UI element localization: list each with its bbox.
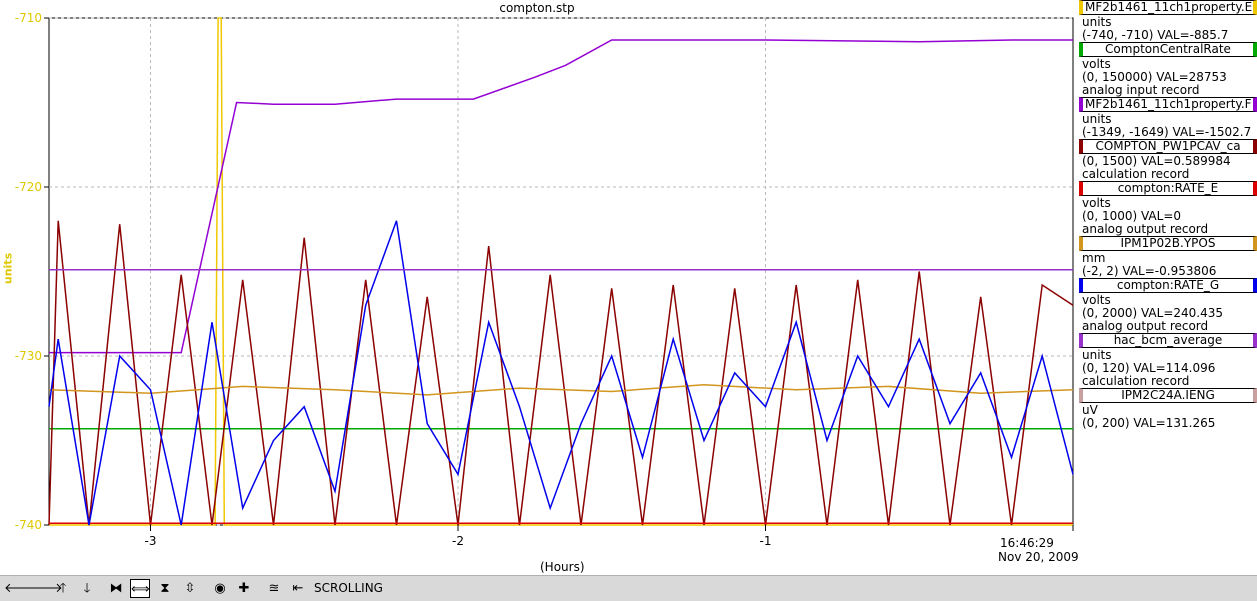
plot-frame <box>48 17 1074 526</box>
legend-units: volts <box>1082 57 1111 71</box>
legend-record-type: calculation record <box>1082 374 1190 388</box>
x-tick-label: -3 <box>144 534 156 548</box>
legend-units: units <box>1082 15 1112 29</box>
legend-entry[interactable]: IPM2C24A.IENG uV (0, 200) VAL=131.265 <box>1079 388 1257 430</box>
legend-range-value: (-2, 2) VAL=-0.953806 <box>1082 264 1217 278</box>
series-line-3 <box>48 220 1074 526</box>
legend-range-value: (0, 120) VAL=114.096 <box>1082 361 1216 375</box>
y-tick-label: -730 <box>15 349 42 363</box>
legend-series-name[interactable]: IPM2C24A.IENG <box>1079 388 1257 403</box>
x-tick-label: -1 <box>760 534 772 548</box>
legend-series-name[interactable]: compton:RATE_E <box>1079 181 1257 196</box>
legend-entry[interactable]: MF2b1461_11ch1property.E units (-740, -710… <box>1079 0 1257 42</box>
legend-series-name[interactable]: ComptonCentralRate <box>1079 42 1257 57</box>
legend-range-value: (-1349, -1649) VAL=-1502.7 <box>1082 125 1252 139</box>
legend-units: units <box>1082 112 1112 126</box>
legend-units: volts <box>1082 196 1111 210</box>
legend-record-type: analog output record <box>1082 319 1209 333</box>
legend-entry[interactable]: IPM1P02B.YPOS mm (-2, 2) VAL=-0.953806 <box>1079 236 1257 278</box>
zoom-in-vertical-icon[interactable]: ⧗ <box>160 581 170 596</box>
series-line-2 <box>49 39 1073 354</box>
legend-series-name[interactable]: COMPTON_PW1PCAV_ca <box>1079 139 1257 154</box>
legend-series-name[interactable]: MF2b1461_11ch1property.F <box>1079 97 1257 112</box>
y-tick-label: -710 <box>15 11 42 25</box>
scroll-mode-icon[interactable]: ⇤ <box>292 581 304 596</box>
legend-units: mm <box>1082 251 1106 265</box>
legend-entry[interactable]: MF2b1461_11ch1property.F units (-1349, -16… <box>1079 97 1257 139</box>
legend-units: uV <box>1082 403 1098 417</box>
end-time-label: 16:46:29 <box>1000 536 1054 550</box>
legend-series-name[interactable]: compton:RATE_G <box>1079 278 1257 293</box>
y-tick-label: -740 <box>15 518 42 532</box>
legend-entry[interactable]: hac_bcm_average units (0, 120) VAL=114.096… <box>1079 333 1257 388</box>
zoom-in-horizontal-icon[interactable]: ⧓ <box>109 581 123 596</box>
legend-record-type: analog output record <box>1082 222 1209 236</box>
legend-units: volts <box>1082 293 1111 307</box>
arrow-down-icon[interactable]: 🡓 <box>83 581 91 596</box>
legend-units: units <box>1082 348 1112 362</box>
legend-series-name[interactable]: MF2b1461_11ch1property.E <box>1079 0 1257 15</box>
pan-icon[interactable]: ✚ <box>238 581 250 596</box>
chart-area[interactable]: -710 -720 -730 -740 -3 -2 -1 <box>0 0 1074 575</box>
axes: -710 -720 -730 -740 -3 -2 -1 <box>15 11 1074 548</box>
legend-record-type: calculation record <box>1082 167 1190 181</box>
legend-range-value: (-740, -710) VAL=-885.7 <box>1082 28 1229 42</box>
legend-range-value: (0, 150000) VAL=28753 <box>1082 70 1227 84</box>
series-line-6 <box>48 220 1074 526</box>
autoscale-icon[interactable]: ≊ <box>268 581 280 596</box>
legend-entry[interactable]: compton:RATE_G volts (0, 2000) VAL=240.435… <box>1079 278 1257 333</box>
series-line-0 <box>49 17 1073 526</box>
series-group <box>48 17 1074 526</box>
legend-entry[interactable]: COMPTON_PW1PCAV_ca (0, 1500) VAL=0.589984… <box>1079 139 1257 181</box>
status-text: SCROLLING <box>314 581 383 595</box>
toolbar: 🡐 🡒 🡑 🡓 ⧓ ⟺ ⧗ ⇳ ◉ ✚ ≊ ⇤ SCROLLING <box>0 575 1257 601</box>
legend-panel: MF2b1461_11ch1property.E units (-740, -710… <box>1079 0 1257 430</box>
arrow-left-icon[interactable]: 🡐 <box>4 581 39 596</box>
legend-record-type: analog input record <box>1082 83 1200 97</box>
y-tick-label: -720 <box>15 180 42 194</box>
end-date-label: Nov 20, 2009 <box>998 550 1079 564</box>
legend-entry[interactable]: compton:RATE_E volts (0, 1000) VAL=0 analog… <box>1079 181 1257 236</box>
legend-series-name[interactable]: IPM1P02B.YPOS <box>1079 236 1257 251</box>
y-axis-label: units <box>1 252 15 285</box>
zoom-out-horizontal-icon[interactable]: ⟺ <box>130 579 150 598</box>
x-axis-label: (Hours) <box>540 560 585 574</box>
legend-range-value: (0, 1500) VAL=0.589984 <box>1082 154 1231 168</box>
x-tick-label: -2 <box>452 534 464 548</box>
zoom-out-vertical-icon[interactable]: ⇳ <box>184 581 196 596</box>
legend-range-value: (0, 200) VAL=131.265 <box>1082 416 1216 430</box>
zoom-box-icon[interactable]: ◉ <box>214 581 226 596</box>
legend-range-value: (0, 1000) VAL=0 <box>1082 209 1182 223</box>
chart-title: compton.stp <box>499 1 575 15</box>
legend-range-value: (0, 2000) VAL=240.435 <box>1082 306 1223 320</box>
series-line-5 <box>48 383 1074 396</box>
arrow-up-icon[interactable]: 🡑 <box>59 581 67 596</box>
legend-entry[interactable]: ComptonCentralRate volts (0, 150000) VAL=2… <box>1079 42 1257 97</box>
arrow-right-icon[interactable]: 🡒 <box>28 581 63 596</box>
legend-series-name[interactable]: hac_bcm_average <box>1079 333 1257 348</box>
